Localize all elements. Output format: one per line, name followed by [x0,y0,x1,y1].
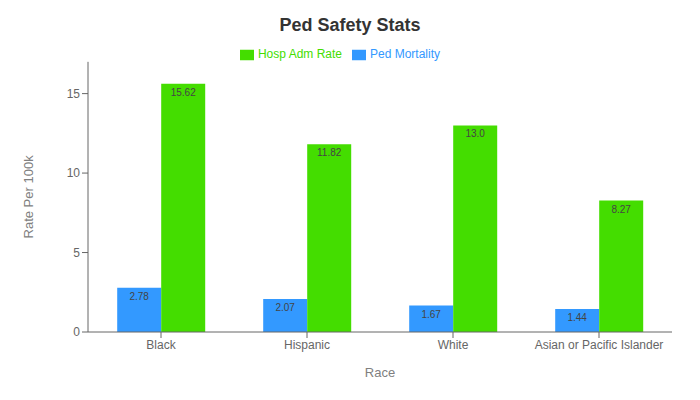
svg-text:15: 15 [67,87,81,101]
svg-text:Hispanic: Hispanic [284,338,330,352]
html-text:Ped Safety Stats: Ped Safety Stats [279,15,421,35]
svg-text:13.0: 13.0 [465,128,485,139]
svg-text:2.07: 2.07 [275,302,295,313]
svg-text:White: White [438,338,469,352]
svg-text:Black: Black [146,338,176,352]
html-text:Hosp Adm Rate: Hosp Adm Rate [258,47,342,61]
svg-text:11.82: 11.82 [317,147,342,158]
svg-text:5: 5 [73,246,80,260]
svg-text:2.78: 2.78 [129,291,149,302]
svg-text:8.27: 8.27 [611,204,631,215]
svg-text:1.44: 1.44 [567,312,587,323]
svg-text:0: 0 [73,325,80,339]
svg-text:Asian or Pacific Islander: Asian or Pacific Islander [535,338,664,352]
html-text:Ped Mortality: Ped Mortality [370,47,440,61]
svg-text:1.67: 1.67 [421,309,441,320]
svg-text:Rate Per 100k: Rate Per 100k [21,155,36,239]
svg-text:10: 10 [67,166,81,180]
svg-text:15.62: 15.62 [171,87,196,98]
svg-text:Race: Race [365,365,395,380]
